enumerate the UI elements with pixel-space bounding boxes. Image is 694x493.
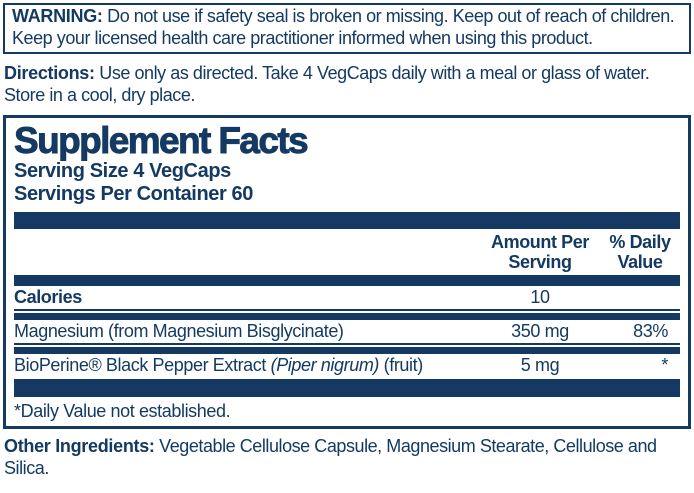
header-daily-value: % Daily Value (600, 232, 680, 272)
magnesium-amount: 350 mg (511, 321, 569, 341)
other-ingredients-paragraph: Other Ingredients: Vegetable Cellulose C… (4, 436, 690, 479)
directions-section: Directions: Use only as directed. Take 4… (4, 63, 690, 106)
magnesium-name: Magnesium (from Magnesium Bisglycinate) (14, 321, 344, 341)
calories-name: Calories (14, 287, 82, 307)
bioperine-amount: 5 mg (520, 355, 560, 375)
bioperine-latin-name: (Piper nigrum) (270, 355, 380, 375)
table-row-calories: Calories 10 (14, 286, 680, 309)
bioperine-name: BioPerine® Black Pepper Extract (Piper n… (14, 355, 423, 375)
row-separator (14, 343, 680, 354)
serving-size: Serving Size 4 VegCaps (14, 160, 231, 182)
other-ingredients-label: Other Ingredients: (4, 436, 155, 456)
other-ingredients-text: Vegetable Cellulose Capsule, Magnesium S… (4, 436, 657, 478)
calories-amount: 10 (530, 287, 550, 307)
other-ingredients-section: Other Ingredients: Vegetable Cellulose C… (4, 436, 690, 479)
bioperine-dv: * (661, 355, 668, 375)
table-row-bioperine: BioPerine® Black Pepper Extract (Piper n… (14, 354, 680, 377)
header-dv-line2: Value (617, 252, 663, 272)
warning-label: WARNING: (12, 6, 103, 26)
supplement-label: WARNING: Do not use if safety seal is br… (0, 3, 694, 479)
magnesium-dv: 83% (633, 321, 668, 341)
warning-text: Do not use if safety seal is broken or m… (12, 6, 675, 48)
header-separator-bar (14, 275, 680, 286)
header-amount-line2: Serving (508, 252, 572, 272)
directions-text: Use only as directed. Take 4 VegCaps dai… (4, 63, 650, 105)
table-bottom-bar (14, 379, 680, 397)
table-row-magnesium: Magnesium (from Magnesium Bisglycinate) … (14, 320, 680, 343)
header-amount-line1: Amount Per (490, 232, 589, 252)
warning-paragraph: WARNING: Do not use if safety seal is br… (12, 6, 682, 49)
daily-value-footnote: *Daily Value not established. (14, 401, 231, 421)
row-separator (14, 309, 680, 320)
servings-per-container: Servings Per Container 60 (14, 183, 253, 205)
table-header-row: Amount Per Serving % Daily Value (14, 229, 680, 275)
warning-box: WARNING: Do not use if safety seal is br… (3, 3, 691, 54)
supplement-facts-panel: Supplement Facts Serving Size 4 VegCaps … (3, 115, 691, 429)
directions-label: Directions: (4, 63, 95, 83)
header-amount-per-serving: Amount Per Serving (480, 232, 600, 272)
table-top-bar (14, 212, 680, 229)
header-dv-line1: % Daily (609, 232, 671, 252)
directions-paragraph: Directions: Use only as directed. Take 4… (4, 63, 690, 106)
supplement-facts-title: Supplement Facts (14, 120, 310, 161)
